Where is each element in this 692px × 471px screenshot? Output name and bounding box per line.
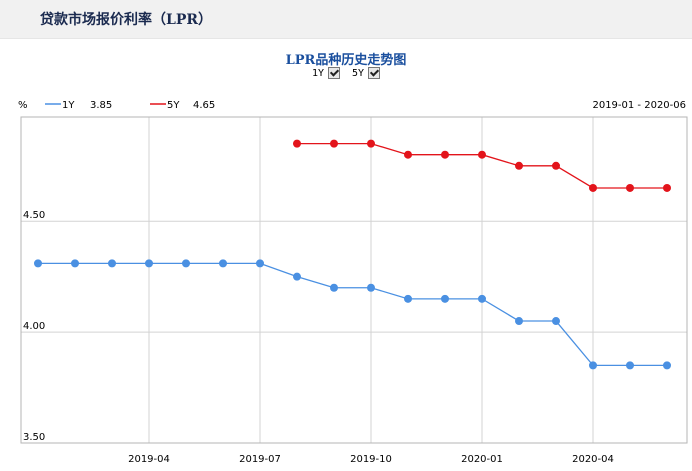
legend-name-1y: 1Y	[62, 100, 75, 111]
series-line-1y	[38, 262, 667, 367]
toggle-1y-checkbox[interactable]	[327, 67, 340, 79]
data-point-1y[interactable]	[219, 259, 227, 268]
data-point-1y[interactable]	[367, 283, 375, 292]
legend-item-5y[interactable]: 5Y 4.65	[150, 100, 215, 111]
data-point-1y[interactable]	[182, 259, 190, 268]
data-point-1y[interactable]	[330, 283, 338, 292]
x-tick-label: 2020-01	[461, 454, 503, 465]
x-tick-label: 2020-04	[572, 454, 614, 465]
y-tick-label: 4.50	[23, 210, 45, 221]
toggle-5y[interactable]: 5Y	[352, 67, 381, 79]
data-point-1y[interactable]	[145, 259, 153, 268]
date-range-label: 2019-01 - 2020-06	[592, 100, 686, 111]
chart-title: LPR品种历史走势图	[285, 53, 407, 68]
data-point-5y[interactable]	[404, 150, 412, 159]
y-tick-label: 3.50	[23, 432, 45, 443]
data-point-5y[interactable]	[552, 161, 560, 170]
page-title: 贷款市场报价利率（LPR）	[40, 12, 213, 28]
data-point-1y[interactable]	[108, 259, 116, 268]
data-point-1y[interactable]	[71, 259, 79, 268]
axis-ticks: 2019-04 2019-07 2019-10 2020-01 2020-04 4.50 4…	[23, 210, 614, 465]
data-point-1y[interactable]	[552, 317, 560, 326]
legend-value-1y: 3.85	[90, 100, 112, 111]
data-point-5y[interactable]	[626, 183, 634, 192]
data-point-5y[interactable]	[478, 150, 486, 159]
data-point-1y[interactable]	[293, 272, 301, 281]
grid	[21, 117, 687, 444]
series-toggles: 1Y 5Y	[0, 67, 692, 79]
data-point-5y[interactable]	[441, 150, 449, 159]
data-point-1y[interactable]	[256, 259, 264, 268]
toggle-5y-label: 5Y	[352, 67, 365, 79]
toggle-1y-label: 1Y	[311, 67, 324, 79]
legend: 1Y 3.85 5Y 4.65	[45, 100, 215, 111]
series	[34, 139, 671, 370]
data-point-5y[interactable]	[367, 139, 375, 148]
y-tick-label: 4.00	[23, 321, 45, 332]
legend-item-1y[interactable]: 1Y 3.85	[45, 100, 112, 111]
data-point-5y[interactable]	[515, 161, 523, 170]
y-unit-label: %	[18, 100, 28, 111]
data-point-1y[interactable]	[663, 361, 671, 370]
data-point-1y[interactable]	[34, 259, 42, 268]
data-point-5y[interactable]	[663, 183, 671, 192]
legend-name-5y: 5Y	[167, 100, 180, 111]
data-point-1y[interactable]	[589, 361, 597, 370]
data-point-1y[interactable]	[515, 317, 523, 326]
plot-frame	[20, 116, 688, 444]
data-point-1y[interactable]	[404, 294, 412, 303]
data-point-1y[interactable]	[478, 294, 486, 303]
data-point-5y[interactable]	[589, 183, 597, 192]
x-tick-label: 2019-07	[239, 454, 281, 465]
toggle-1y[interactable]: 1Y	[312, 67, 340, 79]
data-point-5y[interactable]	[293, 139, 301, 148]
data-point-1y[interactable]	[626, 361, 634, 370]
x-tick-label: 2019-10	[350, 454, 392, 465]
toggle-5y-checkbox[interactable]	[368, 67, 381, 79]
x-tick-label: 2019-04	[128, 454, 170, 465]
page-header: 贷款市场报价利率（LPR）	[0, 0, 692, 39]
data-point-5y[interactable]	[330, 139, 338, 148]
legend-value-5y: 4.65	[193, 100, 215, 111]
data-point-1y[interactable]	[441, 294, 449, 303]
